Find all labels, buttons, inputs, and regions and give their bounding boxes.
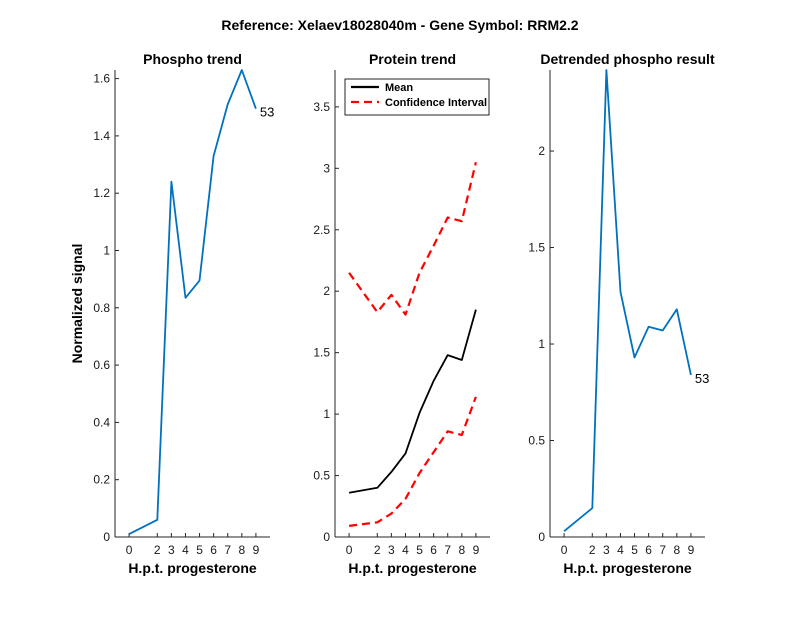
point-annotation: 53 xyxy=(695,371,709,386)
y-tick-label: 1 xyxy=(538,337,545,351)
y-tick-label: 1.5 xyxy=(313,346,330,360)
y-tick-label: 2.5 xyxy=(313,223,330,237)
x-tick-label: 8 xyxy=(458,543,465,557)
x-axis-label: H.p.t. progesterone xyxy=(563,560,692,576)
x-axis-label: H.p.t. progesterone xyxy=(348,560,477,576)
y-tick-label: 2 xyxy=(538,144,545,158)
x-tick-label: 9 xyxy=(688,543,695,557)
legend-box xyxy=(344,78,490,116)
x-tick-label: 2 xyxy=(589,543,596,557)
panels: 00.20.40.60.811.21.41.60 2 3 4 5 6 7 8 9Phospho … xyxy=(69,51,715,576)
y-tick-label: 1.2 xyxy=(93,186,110,200)
y-axis-label: Normalized signal xyxy=(69,244,85,364)
x-tick-label: 9 xyxy=(473,543,480,557)
x-tick-label: 4 xyxy=(617,543,624,557)
panel-title: Detrended phospho result xyxy=(540,51,715,67)
x-tick-label: 6 xyxy=(430,543,437,557)
x-tick-label: 0 xyxy=(346,543,353,557)
x-tick-label: 4 xyxy=(182,543,189,557)
y-tick-label: 0.8 xyxy=(93,301,110,315)
y-tick-label: 3 xyxy=(323,161,330,175)
x-tick-label: 4 xyxy=(402,543,409,557)
y-tick-label: 1.6 xyxy=(93,72,110,86)
series-line-phospho xyxy=(128,69,257,535)
legend-label: Confidence Interval xyxy=(385,97,487,109)
x-tick-label: 6 xyxy=(210,543,217,557)
x-tick-label: 0 xyxy=(561,543,568,557)
x-tick-label: 2 xyxy=(374,543,381,557)
y-tick-label: 0 xyxy=(323,530,330,544)
y-tick-label: 1.5 xyxy=(528,241,545,255)
chart-panel-1: 0 0.2 0.4 0.6 0.8 1 1.2 1.4 1.6 0 2 3 4 5 6 7 8 9 Phospho … xyxy=(69,51,274,576)
y-tick-label: 0.5 xyxy=(528,434,545,448)
x-tick-label: 0 xyxy=(126,543,133,557)
x-tick-label: 6 xyxy=(645,543,652,557)
x-tick-label: 8 xyxy=(238,543,245,557)
y-tick-label: 1.4 xyxy=(93,129,110,143)
x-tick-label: 3 xyxy=(168,543,175,557)
x-tick-label: 3 xyxy=(603,543,610,557)
x-tick-label: 7 xyxy=(224,543,231,557)
y-tick-label: 1 xyxy=(323,407,330,421)
panel-title: Protein trend xyxy=(369,51,456,67)
x-tick-label: 5 xyxy=(196,543,203,557)
x-tick-label: 5 xyxy=(416,543,423,557)
y-tick-label: 0.4 xyxy=(93,415,110,429)
legend: Mean Confidence Interval xyxy=(344,78,490,116)
series-line-confidence-interval xyxy=(348,161,477,316)
series-line-mean xyxy=(348,309,477,494)
x-tick-label: 7 xyxy=(444,543,451,557)
x-axis-label: H.p.t. progesterone xyxy=(128,560,257,576)
legend-label: Mean xyxy=(385,82,413,94)
y-tick-label: 0 xyxy=(538,530,545,544)
x-tick-label: 2 xyxy=(154,543,161,557)
series-line-confidence-interval-lower xyxy=(348,396,477,527)
y-tick-label: 2 xyxy=(323,284,330,298)
y-tick-label: 0.2 xyxy=(93,473,110,487)
y-tick-label: 3.5 xyxy=(313,100,330,114)
panel-title: Phospho trend xyxy=(143,51,242,67)
x-tick-label: 7 xyxy=(659,543,666,557)
x-tick-label: 3 xyxy=(388,543,395,557)
series-line-detrended xyxy=(563,69,692,532)
y-tick-label: 0.6 xyxy=(93,358,110,372)
y-tick-label: 1 xyxy=(103,243,110,257)
x-tick-label: 9 xyxy=(253,543,260,557)
point-annotation: 53 xyxy=(260,105,274,120)
y-tick-label: 0.5 xyxy=(313,469,330,483)
figure-suptitle: Reference: Xelaev18028040m - Gene Symbol… xyxy=(221,17,578,33)
x-tick-label: 5 xyxy=(631,543,638,557)
y-tick-label: 0 xyxy=(103,530,110,544)
x-tick-label: 8 xyxy=(673,543,680,557)
